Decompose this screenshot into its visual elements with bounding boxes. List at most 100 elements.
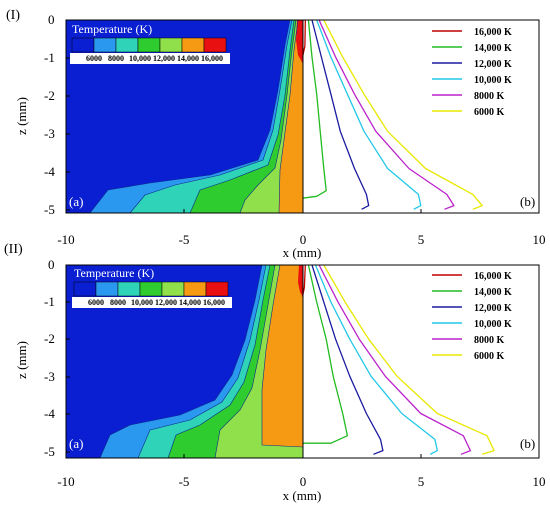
panel-ii-right-sublabel: (b): [520, 436, 535, 451]
panel-ii-colorbar-title: Temperature (K): [74, 266, 154, 280]
panel-ii-x-tick-label-2: -5: [179, 474, 190, 489]
panel-ii-cbar-tick-2: 8000: [110, 298, 126, 307]
panel-i-y-axis: 0 -1 -2 -3 -4 -5 z (mm): [14, 12, 70, 217]
panel-i-cbar-swatch-6: [181, 37, 205, 53]
panel-i-y-axis-title: z (mm): [14, 97, 29, 135]
panel-i-y-tick-label-5: -4: [44, 164, 55, 179]
panel-i-x-tick-label-3: 0: [300, 232, 307, 247]
panel-ii-y-axis-title: z (mm): [14, 341, 29, 379]
panel-ii-cbar-tick-6: 16,000: [203, 298, 225, 307]
panel-ii-isotherm-10000: [314, 265, 438, 455]
panel-i-cbar-swatch-5: [159, 37, 183, 53]
panel-i-colorbar: Temperature (K) 6000 8000 10,000 12,000 …: [70, 22, 230, 64]
panel-ii-y-axis: 0 -1 -2 -3 -4 -5 z (mm): [14, 257, 70, 459]
panel-ii-legend-label-4: 10,000 K: [474, 319, 512, 330]
panel-i-x-tick-label-5: 10: [533, 232, 546, 247]
panel-ii-isotherm-12000: [311, 265, 384, 455]
panel-i-legend-label-1: 16,000 K: [474, 27, 512, 38]
panel-i-band-8000: [130, 20, 303, 213]
panel-i-legend-label-6: 6000 K: [474, 107, 505, 118]
panel-i-cbar-tick-1: 6000: [86, 54, 102, 63]
panel-i: (I) Temperature (K): [6, 8, 546, 260]
panel-ii-cbar-tick-4: 12,000: [155, 298, 177, 307]
panel-i-tag: (I): [6, 8, 20, 23]
panel-i-legend-label-4: 10,000 K: [474, 75, 512, 86]
panel-i-y-tick-label-6: -5: [44, 202, 55, 217]
panel-i-cbar-tick-2: 8000: [108, 54, 124, 63]
panel-i-x-axis-title: x (mm): [283, 245, 322, 260]
panel-ii-left-contour-4: [214, 265, 276, 458]
panel-ii-y-tick-label-4: -3: [44, 369, 55, 384]
panel-ii: (II) Temperature (K): [4, 242, 546, 503]
panel-i-colorbar-tick-strip: [70, 53, 230, 64]
panel-ii-y-tick-label-2: -1: [44, 294, 55, 309]
panel-i-y-tick-label-4: -3: [44, 126, 55, 141]
panel-ii-left-sublabel: (a): [69, 436, 83, 451]
panel-ii-cbar-tick-5: 14,000: [179, 298, 201, 307]
panel-ii-y-tick-label-5: -4: [44, 406, 55, 421]
panel-i-y-tick-label-1: 0: [48, 12, 55, 27]
panel-ii-legend-label-1: 16,000 K: [474, 271, 512, 282]
panel-ii-cbar-swatch-5: [161, 281, 185, 297]
panel-i-y-tick-label-3: -2: [44, 88, 55, 103]
panel-ii-colorbar-swatches: [73, 281, 229, 297]
panel-ii-x-tick-label-1: -10: [57, 474, 74, 489]
panel-ii-band-16000: [298, 265, 303, 297]
panel-i-band-16000: [296, 20, 303, 64]
panel-ii-band-14000: [262, 265, 303, 458]
panel-ii-cbar-tick-1: 6000: [88, 298, 104, 307]
panel-ii-left-contour-1: [99, 265, 263, 458]
panel-i-legend-label-5: 8000 K: [474, 91, 505, 102]
panel-i-isotherm-10000: [316, 20, 422, 210]
panel-i-y-tick-label-2: -1: [44, 50, 55, 65]
panel-i-isotherm-8000: [318, 20, 455, 210]
panel-ii-legend-label-2: 14,000 K: [474, 287, 512, 298]
panel-ii-colorbar-tick-strip: [72, 297, 232, 308]
panel-ii-tag: (II): [4, 242, 23, 257]
panel-i-x-tick-label-2: -5: [179, 232, 190, 247]
panel-i-cbar-swatch-4: [137, 37, 161, 53]
panel-ii-cbar-tick-3: 10,000: [131, 298, 153, 307]
panel-i-cbar-swatch-7: [203, 37, 227, 53]
panel-ii-x-axis-title: x (mm): [283, 488, 322, 503]
panel-ii-colorbar: Temperature (K) 6000 8000 10,000 12,000 …: [72, 266, 232, 308]
panel-ii-cbar-swatch-6: [183, 281, 207, 297]
panel-ii-cbar-swatch-1: [73, 281, 97, 297]
panel-i-cbar-tick-4: 12,000: [153, 54, 175, 63]
panel-i-left-contour-3: [189, 20, 295, 213]
panel-i-right-sublabel: (b): [520, 194, 535, 209]
panel-i-cbar-tick-6: 16,000: [201, 54, 223, 63]
panel-i-cbar-swatch-2: [93, 37, 117, 53]
panel-i-isotherm-6000: [323, 20, 483, 210]
panel-i-isotherm-12000: [311, 20, 370, 210]
panel-ii-y-tick-label-6: -5: [44, 444, 55, 459]
panel-i-legend: 16,000 K 14,000 K 12,000 K 10,000 K 8000…: [432, 27, 512, 118]
panel-ii-y-tick-label-3: -2: [44, 331, 55, 346]
panel-ii-x-tick-label-4: 5: [418, 474, 425, 489]
panel-ii-cbar-swatch-3: [117, 281, 141, 297]
panel-ii-cbar-swatch-4: [139, 281, 163, 297]
panel-i-band-10000: [190, 20, 303, 213]
panel-i-isotherms: [301, 20, 483, 210]
panel-i-left-contour-1: [89, 20, 291, 213]
panel-i-left-contour-4: [239, 20, 297, 213]
panel-ii-isotherm-6000: [323, 265, 495, 455]
panel-i-legend-label-2: 14,000 K: [474, 43, 512, 54]
panel-i-x-axis: -10 -5 0 5 10 x (mm): [57, 209, 546, 260]
panel-i-cbar-swatch-1: [71, 37, 95, 53]
panel-ii-cbar-swatch-7: [205, 281, 229, 297]
panel-i-left-contour-2: [129, 20, 293, 213]
panel-ii-x-tick-label-3: 0: [300, 474, 307, 489]
panel-i-left-contour-5: [278, 20, 299, 213]
panel-ii-y-tick-label-1: 0: [48, 257, 55, 272]
panel-i-cbar-tick-5: 14,000: [177, 54, 199, 63]
panel-ii-legend-label-3: 12,000 K: [474, 303, 512, 314]
panel-i-colorbar-title: Temperature (K): [72, 22, 152, 36]
panel-i-legend-label-3: 12,000 K: [474, 59, 512, 70]
panel-i-x-tick-label-1: -10: [57, 232, 74, 247]
panel-i-band-14000: [279, 20, 303, 213]
panel-ii-cbar-swatch-2: [95, 281, 119, 297]
panel-ii-legend: 16,000 K 14,000 K 12,000 K 10,000 K 8000…: [432, 271, 512, 362]
panel-ii-left-contour-2: [137, 265, 267, 458]
